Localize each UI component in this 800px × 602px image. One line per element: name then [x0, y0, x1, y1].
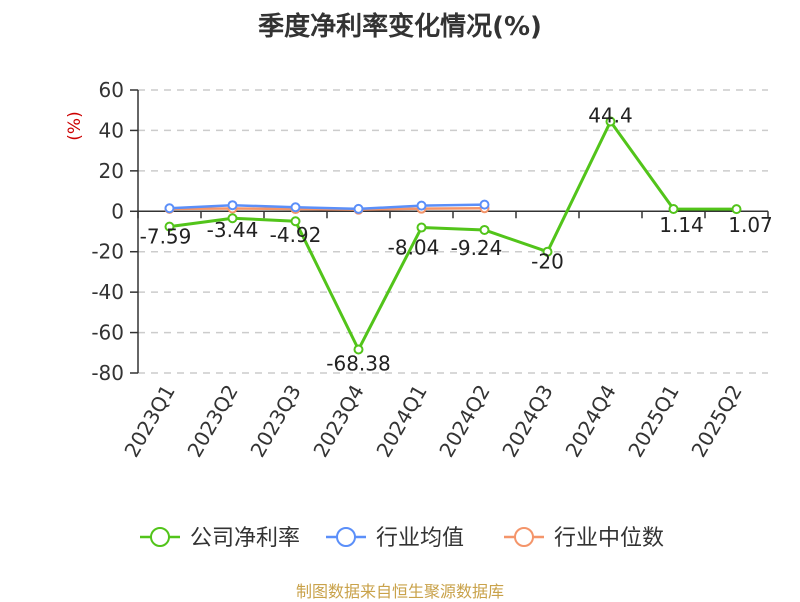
data-point	[416, 222, 427, 233]
x-tick-label: 2024Q3	[497, 381, 557, 462]
data-label: -8.04	[388, 236, 440, 260]
y-tick-label: -40	[91, 280, 124, 304]
data-label: -9.24	[451, 236, 503, 260]
data-label: 44.4	[588, 104, 633, 128]
data-label: -20	[531, 250, 564, 274]
x-tick-label: 2023Q1	[119, 381, 179, 462]
data-label: -4.92	[270, 223, 322, 247]
x-tick-label: 2025Q2	[686, 381, 746, 462]
legend: 公司净利率 行业均值 行业中位数	[140, 526, 664, 551]
x-tick-label: 2024Q4	[560, 381, 620, 462]
y-axis-ticks: 60 40 20 0 -20 -40 -60 -80	[91, 78, 138, 385]
series-line	[169, 207, 485, 211]
series-line	[169, 120, 737, 352]
data-label: -68.38	[326, 352, 390, 376]
x-tick-label: 2023Q4	[308, 381, 368, 462]
data-point	[542, 246, 553, 257]
data-label: 1.14	[659, 213, 704, 237]
legend-swatch-marker	[150, 527, 170, 547]
source-note: 制图数据来自恒生聚源数据库	[295, 582, 504, 601]
data-point	[668, 203, 679, 214]
legend-label: 行业中位数	[554, 526, 664, 551]
legend-swatch-marker	[336, 527, 356, 547]
x-tick-label: 2024Q2	[434, 381, 494, 462]
data-point	[731, 204, 742, 215]
data-point	[416, 200, 427, 211]
data-labels: -7.59 -3.44 -4.92 -68.38 -8.04 -9.24 -20 44.4 1.…	[140, 104, 773, 376]
data-point	[605, 116, 616, 127]
x-tick-label: 2023Q2	[182, 381, 242, 462]
y-tick-label: 40	[99, 118, 124, 142]
legend-label: 行业均值	[376, 526, 464, 551]
data-point	[227, 200, 238, 211]
data-point	[353, 344, 364, 355]
series-line	[169, 203, 485, 211]
y-tick-label: 20	[99, 159, 124, 183]
y-tick-label: -60	[91, 321, 124, 345]
y-tick-label: 0	[111, 199, 124, 223]
data-point	[164, 221, 175, 232]
data-label: 1.07	[728, 213, 773, 237]
series-points	[164, 116, 742, 355]
chart-title: 季度净利率变化情况(%)	[258, 12, 542, 42]
data-point	[290, 216, 301, 227]
data-point	[227, 213, 238, 224]
data-label: -7.59	[140, 225, 192, 249]
data-point	[164, 203, 175, 214]
data-point	[353, 203, 364, 214]
x-tick-label: 2024Q1	[371, 381, 431, 462]
data-label: -3.44	[207, 218, 259, 242]
x-tick-label: 2025Q1	[623, 381, 683, 462]
y-tick-label: -20	[91, 240, 124, 264]
x-axis-ticks: 2023Q1 2023Q2 2023Q3 2023Q4 2024Q1 2024Q2 2024…	[119, 381, 746, 462]
legend-swatch-marker	[514, 527, 534, 547]
data-point	[290, 202, 301, 213]
y-tick-label: 60	[99, 78, 124, 102]
data-point	[479, 224, 490, 235]
axes: (%)	[65, 90, 769, 373]
x-tick-label: 2023Q3	[245, 381, 305, 462]
y-axis-label: (%)	[65, 111, 85, 140]
series-lines	[169, 120, 737, 352]
legend-label: 公司净利率	[190, 526, 300, 551]
data-point	[479, 199, 490, 210]
y-tick-label: -80	[91, 361, 124, 385]
